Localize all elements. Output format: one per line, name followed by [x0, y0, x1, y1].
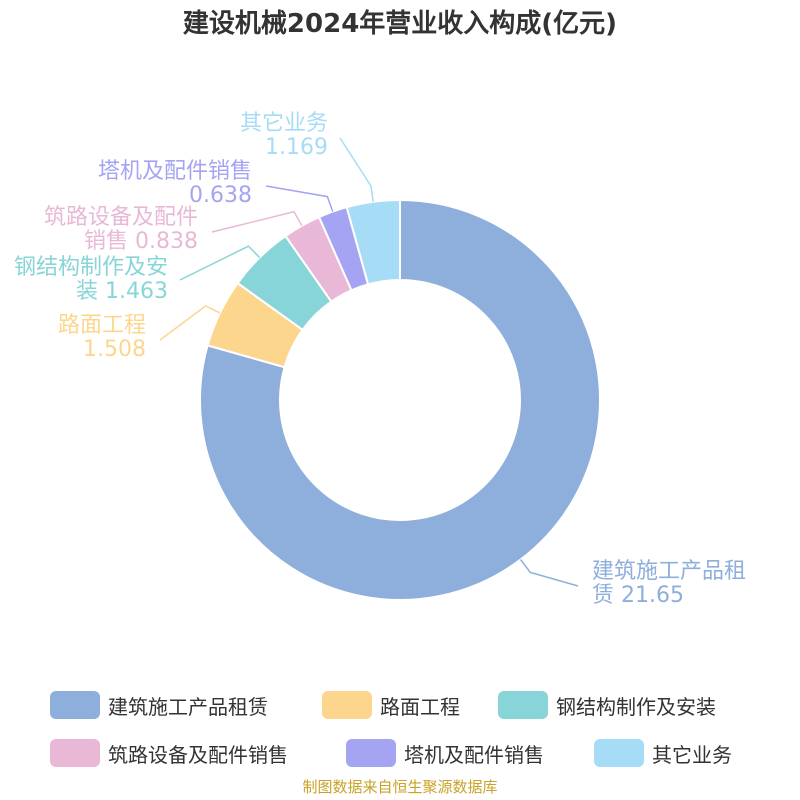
leader-line [339, 137, 374, 202]
leader-line [211, 210, 303, 233]
legend-swatch [50, 691, 100, 719]
donut-slice[interactable] [345, 198, 401, 286]
source-note: 制图数据来自恒生聚源数据库 [302, 778, 498, 796]
legend-item[interactable]: 筑路设备及配件销售 [50, 736, 288, 770]
legend-label: 钢结构制作及安装 [556, 694, 716, 719]
leader-line [179, 245, 261, 281]
legend-item[interactable]: 建筑施工产品租赁 [50, 688, 268, 722]
slice-label: 钢结构制作及安装 1.463 [14, 255, 168, 304]
slice-labels: 建筑施工产品租赁 21.65 路面工程 1.508 钢结构制作及安装 1.463筑路设… [14, 111, 746, 608]
legend-swatch [346, 739, 396, 767]
leader-line [159, 305, 221, 341]
legend-swatch [50, 739, 100, 767]
legend-label: 筑路设备及配件销售 [108, 742, 288, 767]
legend-item[interactable]: 钢结构制作及安装 [498, 688, 716, 722]
leader-line [265, 185, 334, 212]
label-leader-lines [159, 137, 579, 587]
legend-label: 塔机及配件销售 [404, 742, 544, 767]
slice-label: 建筑施工产品租赁 21.65 [592, 559, 746, 608]
donut-chart: 建筑施工产品租赁 21.65 路面工程 1.508 钢结构制作及安装 1.463筑路设… [14, 111, 746, 608]
donut-slices [199, 198, 601, 601]
legend-item[interactable]: 其它业务 [594, 736, 732, 770]
slice-label: 塔机及配件销售 0.638 [98, 159, 252, 208]
slice-label: 路面工程 1.508 [58, 313, 146, 362]
legend-swatch [322, 691, 372, 719]
leader-line [519, 559, 579, 587]
chart-title: 建设机械2024年营业收入构成(亿元) [182, 9, 618, 39]
slice-label: 其它业务 1.169 [240, 111, 328, 160]
legend-item[interactable]: 路面工程 [322, 688, 460, 722]
legend-item[interactable]: 塔机及配件销售 [346, 736, 544, 770]
legend-label: 其它业务 [652, 742, 732, 767]
slice-label: 筑路设备及配件销售 0.838 [44, 205, 198, 254]
legend-swatch [594, 739, 644, 767]
legend-swatch [498, 691, 548, 719]
legend-label: 路面工程 [380, 694, 460, 719]
donut-slice[interactable] [199, 198, 601, 601]
legend-label: 建筑施工产品租赁 [108, 694, 268, 719]
